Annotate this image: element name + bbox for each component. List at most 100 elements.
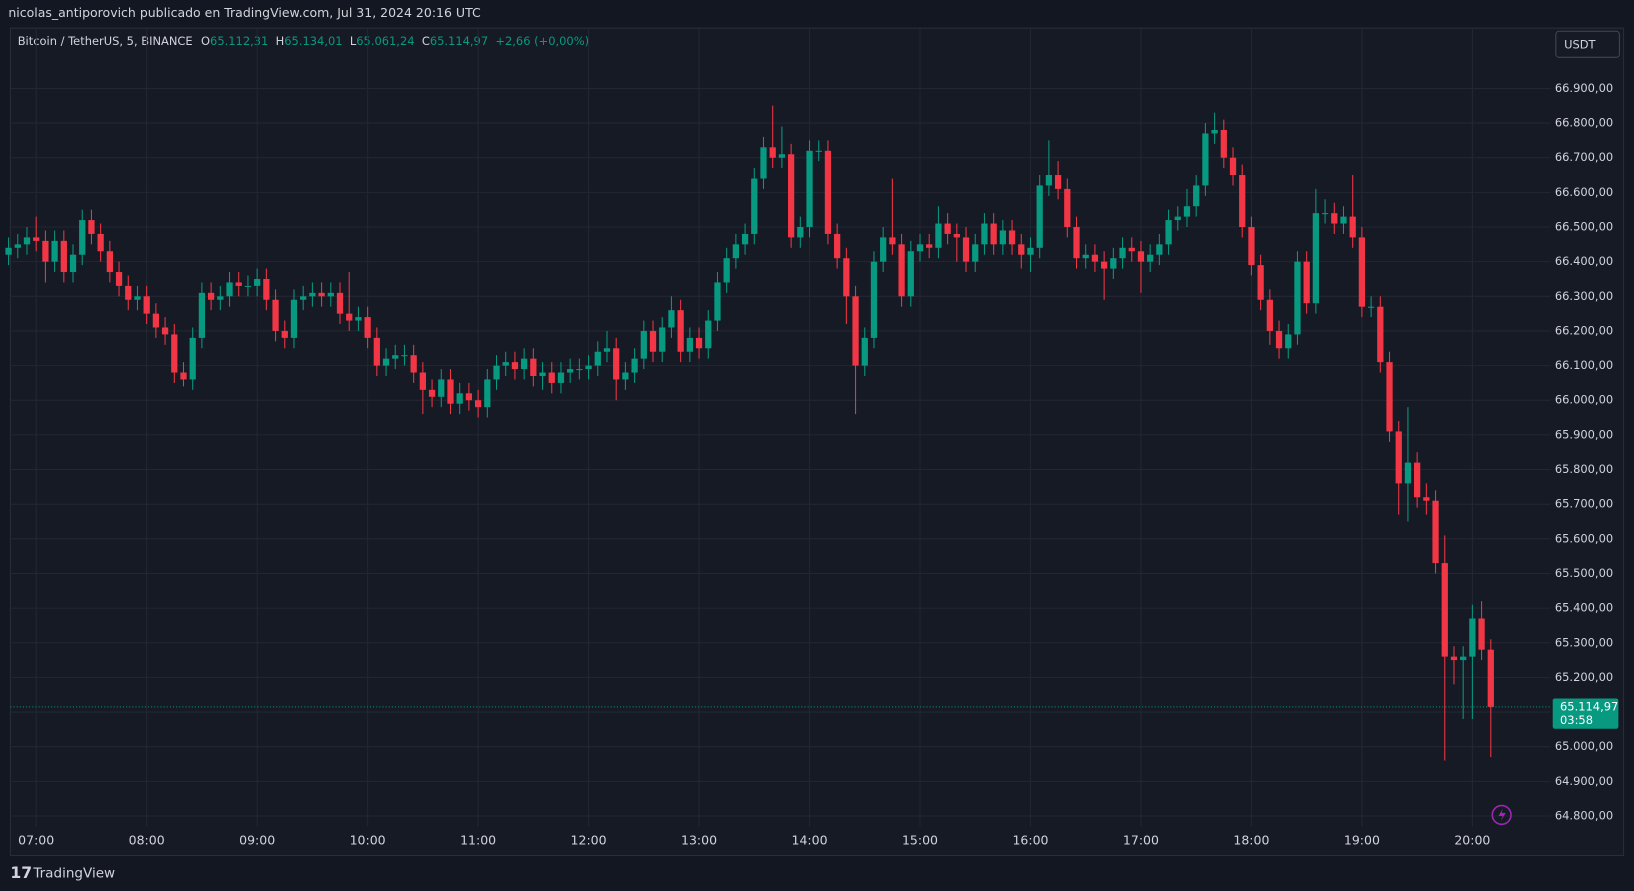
candle-body	[1008, 230, 1016, 245]
x-tick-label: 12:00	[571, 832, 607, 847]
candle-body	[1156, 244, 1163, 255]
candle-body	[557, 372, 565, 383]
ohlc-value: 65.112,31	[210, 34, 268, 48]
candle-body	[355, 317, 362, 321]
x-tick-label: 09:00	[239, 832, 275, 847]
candle-body	[1469, 618, 1476, 657]
candle-body	[972, 244, 979, 262]
candle-body	[198, 292, 206, 338]
ohlc-key: H	[276, 34, 285, 48]
ohlc-value: 65.134,01	[284, 34, 342, 48]
x-tick-label: 13:00	[681, 832, 717, 847]
alert-icon-bolt[interactable]	[1498, 808, 1506, 822]
candle-body	[1377, 306, 1384, 363]
candle-body	[1229, 157, 1237, 176]
change: +2,66 (+0,00%)	[495, 34, 589, 48]
candle-body	[1220, 130, 1227, 158]
y-tick-label: 66.100,00	[1555, 358, 1613, 372]
candle-body	[594, 351, 601, 366]
candle-body	[511, 362, 519, 370]
x-tick-label: 17:00	[1123, 832, 1159, 847]
candle-body	[751, 178, 758, 234]
candle-body	[1036, 185, 1043, 248]
candle-body	[180, 372, 187, 380]
x-tick-label: 11:00	[460, 832, 496, 847]
candle-body	[843, 258, 850, 297]
y-tick-label: 65.500,00	[1555, 566, 1613, 580]
candle-body	[944, 223, 951, 234]
candle-body	[1266, 299, 1273, 331]
candle-body	[272, 299, 279, 331]
candle-body	[1340, 216, 1347, 224]
alert-icon[interactable]	[1491, 804, 1512, 826]
candle-body	[189, 337, 196, 380]
candle-body	[1423, 497, 1430, 501]
candle-body	[1202, 133, 1209, 186]
candle-body	[1064, 188, 1071, 228]
x-tick-label: 07:00	[18, 832, 54, 847]
candle-body	[732, 244, 740, 259]
x-tick-label: 08:00	[129, 832, 165, 847]
candle-body	[300, 296, 307, 300]
candle-body	[1027, 247, 1034, 255]
candle-body	[207, 292, 215, 300]
candle-body	[235, 282, 242, 286]
x-tick-label: 10:00	[350, 832, 386, 847]
axes: 64.800,0064.900,0065.000,0065.100,0065.2…	[10, 81, 1619, 847]
candle-body	[438, 379, 445, 397]
x-tick-label: 14:00	[792, 832, 828, 847]
candle-body	[1358, 237, 1366, 307]
candle-body	[419, 372, 426, 390]
y-tick-label: 66.700,00	[1555, 150, 1613, 164]
y-tick-label: 65.000,00	[1555, 739, 1613, 753]
ohlc-value: 65.114,97	[430, 34, 488, 48]
candle-body	[1432, 500, 1439, 564]
candle-body	[456, 393, 463, 404]
candle-body	[1045, 175, 1053, 186]
candle-body	[263, 278, 270, 300]
candle-body	[1018, 244, 1025, 255]
candle-body	[392, 355, 399, 359]
x-tick-label: 16:00	[1012, 832, 1048, 847]
candle-body	[659, 327, 666, 352]
candle-body	[502, 362, 509, 366]
candle-body	[134, 296, 141, 300]
candle-body	[309, 292, 316, 297]
candle-body	[576, 369, 583, 371]
candle-body	[1441, 563, 1448, 657]
candle-body	[97, 233, 104, 252]
candle-body	[474, 400, 482, 408]
candle-body	[161, 327, 169, 335]
candle-body	[1414, 462, 1421, 498]
brand-logo: 17	[10, 863, 32, 882]
candle-body	[1091, 254, 1099, 262]
candle-body	[1054, 175, 1062, 189]
candle-body	[631, 358, 638, 373]
grid	[10, 28, 1551, 827]
y-tick-label: 66.400,00	[1555, 254, 1613, 268]
candle-body	[1386, 362, 1393, 432]
candle-body	[1450, 656, 1458, 661]
candle-body	[1257, 265, 1264, 300]
candle-body	[254, 278, 261, 286]
candle-body	[649, 330, 657, 352]
candle-body	[1404, 462, 1412, 484]
candle-body	[1460, 656, 1467, 661]
candle-body	[1119, 247, 1126, 259]
candle-body	[880, 237, 887, 262]
currency-button[interactable]	[1555, 30, 1620, 58]
candle-body	[815, 150, 822, 152]
candle-body	[907, 251, 914, 297]
candle-body	[1137, 251, 1145, 262]
y-tick-label: 65.900,00	[1555, 427, 1613, 441]
candle-body	[916, 244, 924, 252]
candle-body	[171, 334, 178, 373]
currency-label[interactable]: USDT	[1564, 37, 1596, 51]
candle-body	[705, 320, 712, 349]
candle-body	[603, 348, 611, 352]
candle-body	[797, 227, 804, 238]
candle-body	[401, 355, 408, 357]
candle-body	[484, 379, 491, 408]
candle-body	[42, 240, 49, 262]
candle-body	[787, 154, 795, 238]
